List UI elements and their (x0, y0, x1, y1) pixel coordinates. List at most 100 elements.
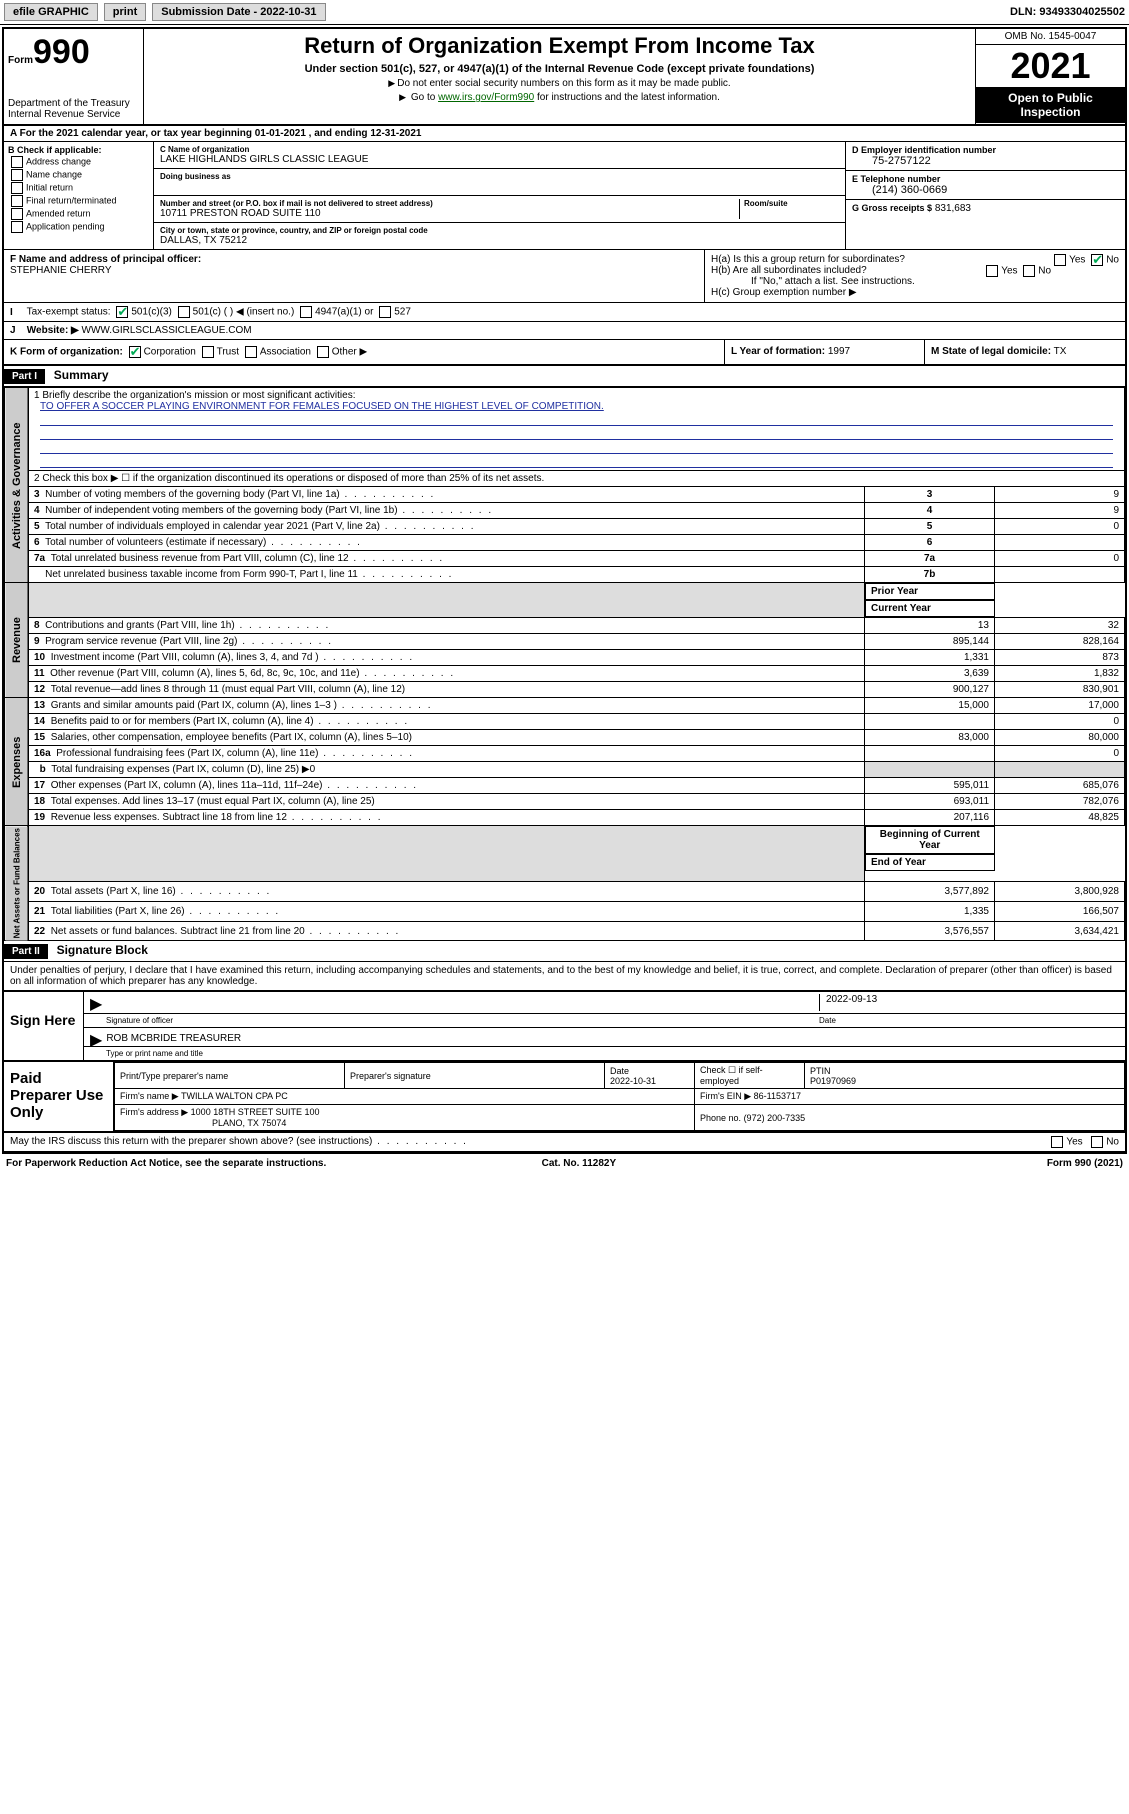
ptin-label: PTIN (810, 1066, 831, 1076)
officer-name: STEPHANIE CHERRY (10, 265, 698, 276)
prior-year-hdr: Prior Year (865, 583, 995, 600)
city-state-zip: DALLAS, TX 75212 (160, 235, 839, 246)
exp-row-14: 14 Benefits paid to or for members (Part… (5, 714, 1125, 730)
firm-addr2: PLANO, TX 75074 (120, 1118, 286, 1128)
chk-4947[interactable] (300, 306, 312, 318)
year-formation: 1997 (828, 346, 850, 357)
exp-row-16b: b Total fundraising expenses (Part IX, c… (5, 762, 1125, 778)
submission-date: Submission Date - 2022-10-31 (152, 3, 325, 21)
exp-row-17: 17 Other expenses (Part IX, column (A), … (5, 778, 1125, 794)
chk-501c[interactable] (178, 306, 190, 318)
rev-row-8: 8 Contributions and grants (Part VIII, l… (5, 618, 1125, 634)
org-name-label: C Name of organization (160, 145, 839, 154)
note2-pre: Go to (411, 92, 438, 103)
gov-row-4: 4 Number of independent voting members o… (5, 503, 1125, 519)
firm-phone-label: Phone no. (700, 1113, 741, 1123)
hb-label: H(b) Are all subordinates included? (711, 265, 867, 276)
hb-no[interactable] (1023, 265, 1035, 277)
exp-row-16a: 16a Professional fundraising fees (Part … (5, 746, 1125, 762)
street-address: 10711 PRESTON ROAD SUITE 110 (160, 208, 739, 219)
hb-yes[interactable] (986, 265, 998, 277)
hc-label: H(c) Group exemption number ▶ (711, 287, 1119, 298)
col-de: D Employer identification number 75-2757… (845, 142, 1125, 249)
chk-amended[interactable]: Amended return (8, 208, 149, 220)
ein-value: 75-2757122 (852, 155, 1119, 167)
efile-btn[interactable]: efile GRAPHIC (4, 3, 98, 21)
vlabel-netassets: Net Assets or Fund Balances (5, 826, 29, 941)
part2-title: Signature Block (51, 941, 154, 959)
dba-label: Doing business as (160, 172, 839, 181)
vlabel-governance: Activities & Governance (5, 388, 29, 583)
chk-address[interactable]: Address change (8, 156, 149, 168)
begin-year-hdr: Beginning of Current Year (865, 826, 995, 854)
ha-no[interactable] (1091, 254, 1103, 266)
tax-year: 2021 (976, 45, 1125, 87)
header-left: Form990 Department of the Treasury Inter… (4, 29, 144, 124)
line2: 2 Check this box ▶ ☐ if the organization… (28, 471, 1125, 487)
form-outer: Form990 Department of the Treasury Inter… (2, 27, 1127, 1154)
vlabel-revenue: Revenue (5, 583, 29, 698)
chk-trust[interactable] (202, 346, 214, 358)
tax-status-label: Tax-exempt status: (27, 307, 111, 318)
irs-link[interactable]: www.irs.gov/Form990 (438, 92, 534, 103)
ha-yes[interactable] (1054, 254, 1066, 266)
note2-post: for instructions and the latest informat… (534, 92, 720, 103)
domicile-label: M State of legal domicile: (931, 346, 1051, 357)
part2-tag: Part II (4, 944, 48, 959)
exp-row-19: 19 Revenue less expenses. Subtract line … (5, 810, 1125, 826)
note-ssn: Do not enter social security numbers on … (150, 78, 969, 89)
phone-label: E Telephone number (852, 174, 1119, 184)
chk-501c3[interactable] (116, 306, 128, 318)
print-btn[interactable]: print (104, 3, 146, 21)
firm-phone: (972) 200-7335 (744, 1113, 806, 1123)
col-b-header: B Check if applicable: (8, 145, 149, 155)
header-right: OMB No. 1545-0047 2021 Open to Public In… (975, 29, 1125, 124)
chk-other[interactable] (317, 346, 329, 358)
chk-assoc[interactable] (245, 346, 257, 358)
dept-treasury: Department of the Treasury (8, 98, 139, 109)
city-label: City or town, state or province, country… (160, 226, 839, 235)
chk-final[interactable]: Final return/terminated (8, 195, 149, 207)
footer: For Paperwork Reduction Act Notice, see … (0, 1156, 1129, 1171)
irs-discuss-row: May the IRS discuss this return with the… (4, 1133, 1125, 1152)
prep-sig-hdr: Preparer's signature (345, 1063, 605, 1089)
rev-row-9: 9 Program service revenue (Part VIII, li… (5, 634, 1125, 650)
col-b: B Check if applicable: Address change Na… (4, 142, 154, 249)
part2-header: Part II Signature Block (4, 941, 1125, 962)
exp-row-18: 18 Total expenses. Add lines 13–17 (must… (5, 794, 1125, 810)
form-number: 990 (33, 33, 90, 71)
firm-name-label: Firm's name ▶ (120, 1091, 179, 1101)
dln: DLN: 93493304025502 (1010, 6, 1125, 18)
discuss-yes[interactable] (1051, 1136, 1063, 1148)
chk-name[interactable]: Name change (8, 169, 149, 181)
discuss-no[interactable] (1091, 1136, 1103, 1148)
officer-label: F Name and address of principal officer: (10, 254, 698, 265)
irs-label: Internal Revenue Service (8, 109, 139, 120)
addr-label: Number and street (or P.O. box if mail i… (160, 199, 739, 208)
summary-table: Activities & Governance 1 Briefly descri… (4, 387, 1125, 941)
top-bar: efile GRAPHIC print Submission Date - 20… (0, 0, 1129, 25)
paid-preparer-block: Paid Preparer Use Only Print/Type prepar… (4, 1062, 1125, 1133)
header-mid: Return of Organization Exempt From Incom… (144, 29, 975, 124)
chk-527[interactable] (379, 306, 391, 318)
footer-mid: Cat. No. 11282Y (542, 1158, 616, 1169)
hb-note: If "No," attach a list. See instructions… (711, 276, 1119, 287)
footer-left: For Paperwork Reduction Act Notice, see … (6, 1158, 326, 1169)
gov-row-6: 6 Total number of volunteers (estimate i… (5, 535, 1125, 551)
phone-value: (214) 360-0669 (852, 184, 1119, 196)
chk-corp[interactable] (129, 346, 141, 358)
signer-name-label: Type or print name and title (106, 1049, 203, 1058)
mission-label: 1 Briefly describe the organization's mi… (34, 390, 1119, 401)
net-row-20: 20 Total assets (Part X, line 16)3,577,8… (5, 882, 1125, 902)
net-row-22: 22 Net assets or fund balances. Subtract… (5, 921, 1125, 941)
row-i: I Tax-exempt status: 501(c)(3) 501(c) ( … (4, 303, 1125, 322)
firm-ein: 86-1153717 (754, 1091, 801, 1101)
chk-pending[interactable]: Application pending (8, 221, 149, 233)
row-fh: F Name and address of principal officer:… (4, 250, 1125, 303)
perjury-statement: Under penalties of perjury, I declare th… (4, 962, 1125, 990)
chk-initial[interactable]: Initial return (8, 182, 149, 194)
gov-row-7a: 7a Total unrelated business revenue from… (5, 551, 1125, 567)
sign-date: 2022-09-13 (819, 994, 1119, 1011)
open-inspection: Open to Public Inspection (976, 87, 1125, 123)
ptin-value: P01970969 (810, 1076, 856, 1086)
